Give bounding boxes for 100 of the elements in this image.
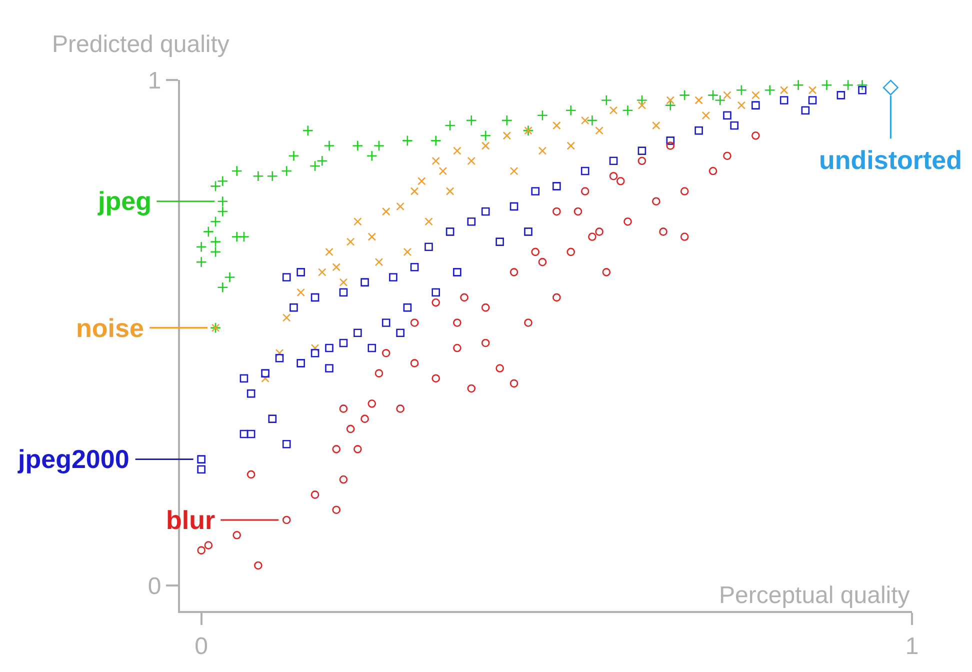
point <box>202 226 214 238</box>
point <box>723 152 732 160</box>
point <box>764 84 776 96</box>
point <box>296 359 305 368</box>
point <box>780 96 788 104</box>
point <box>679 90 690 101</box>
point <box>609 156 618 166</box>
point <box>368 400 376 408</box>
point <box>196 241 207 252</box>
point <box>232 530 241 540</box>
point <box>382 207 390 216</box>
point <box>432 374 440 383</box>
point <box>636 94 648 106</box>
point <box>602 268 611 276</box>
point <box>352 140 364 152</box>
point <box>453 318 462 327</box>
point <box>694 96 703 104</box>
point <box>310 490 320 499</box>
point <box>424 242 433 252</box>
point <box>310 344 320 352</box>
point <box>240 374 248 383</box>
point <box>231 165 242 177</box>
point <box>432 298 440 307</box>
point <box>609 106 618 114</box>
point <box>368 344 376 352</box>
point <box>481 142 490 150</box>
point <box>252 170 264 182</box>
point <box>801 106 810 114</box>
point <box>616 176 625 186</box>
point <box>389 273 398 282</box>
point <box>531 248 540 256</box>
point <box>496 238 504 246</box>
point <box>821 80 832 91</box>
point <box>708 166 718 176</box>
point <box>552 182 561 190</box>
point <box>281 165 292 177</box>
point <box>296 288 305 297</box>
point <box>680 187 689 196</box>
point <box>496 364 504 372</box>
point <box>374 258 384 266</box>
point <box>501 114 512 126</box>
point <box>360 278 369 286</box>
point <box>638 156 646 166</box>
point <box>432 288 440 297</box>
legend-label: blur <box>166 505 216 535</box>
point <box>424 217 433 226</box>
point <box>453 146 462 155</box>
point <box>664 100 676 111</box>
point <box>210 236 222 248</box>
point <box>808 96 817 104</box>
point <box>502 131 512 140</box>
point <box>595 228 604 236</box>
point <box>417 176 426 186</box>
point <box>467 156 476 166</box>
point <box>752 131 760 140</box>
point <box>282 273 291 282</box>
point <box>204 541 213 550</box>
x-axis-title: Perceptual quality <box>719 582 910 609</box>
point <box>882 80 898 96</box>
point <box>254 561 262 570</box>
point <box>332 445 340 454</box>
point <box>288 150 300 162</box>
point <box>224 272 236 283</box>
point <box>410 359 419 368</box>
point <box>659 228 668 236</box>
point <box>836 91 846 100</box>
point <box>446 228 454 236</box>
point <box>240 430 248 438</box>
point <box>574 207 582 216</box>
point <box>339 288 348 297</box>
point <box>586 114 598 126</box>
point <box>737 101 746 110</box>
point <box>332 506 340 514</box>
point <box>339 338 348 348</box>
point <box>622 104 634 116</box>
point <box>566 142 576 150</box>
point <box>856 80 868 91</box>
point <box>316 155 328 166</box>
point <box>282 314 291 322</box>
point <box>481 207 490 216</box>
point <box>396 404 404 413</box>
point <box>467 384 476 393</box>
point <box>366 150 378 162</box>
point <box>595 126 604 135</box>
point <box>432 156 440 166</box>
point <box>538 146 547 155</box>
point <box>680 232 689 241</box>
point <box>538 258 547 266</box>
legend-label: jpeg2000 <box>17 444 130 474</box>
point <box>580 166 590 176</box>
point <box>346 424 355 434</box>
point <box>444 120 456 132</box>
point <box>296 268 305 276</box>
point <box>246 389 256 398</box>
point <box>266 170 278 182</box>
point <box>396 328 404 338</box>
point <box>453 344 462 352</box>
point <box>638 101 646 110</box>
point <box>430 135 442 146</box>
point <box>481 338 490 348</box>
